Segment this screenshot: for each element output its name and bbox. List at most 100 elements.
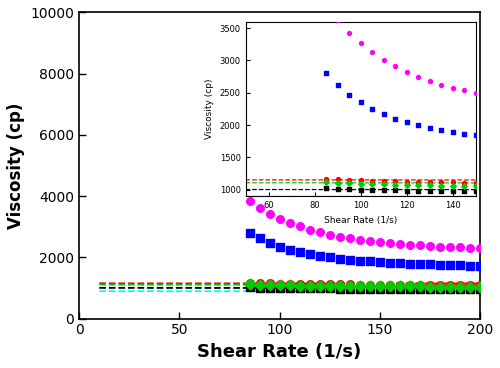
Point: [386, 283, 394, 289]
Point: [476, 263, 484, 269]
Point: [276, 244, 283, 250]
Point: [366, 286, 374, 291]
Point: [326, 282, 334, 287]
Point: [346, 235, 354, 241]
Point: [326, 255, 334, 261]
Point: [416, 282, 424, 288]
Point: [426, 284, 434, 290]
Point: [286, 285, 294, 291]
Point: [426, 243, 434, 249]
Point: [266, 282, 274, 288]
Point: [416, 284, 424, 290]
Y-axis label: Viscosity (cp): Viscosity (cp): [7, 102, 25, 229]
Point: [426, 286, 434, 292]
Point: [396, 260, 404, 266]
Point: [406, 282, 414, 288]
Point: [466, 282, 474, 288]
Point: [446, 244, 454, 250]
Point: [326, 231, 334, 237]
Point: [376, 239, 384, 245]
Point: [266, 280, 274, 286]
Point: [336, 286, 344, 291]
Point: [316, 283, 324, 289]
Point: [476, 286, 484, 292]
Point: [446, 286, 454, 292]
Point: [386, 286, 394, 292]
Point: [456, 262, 464, 268]
Point: [296, 285, 304, 291]
Point: [396, 286, 404, 292]
Point: [376, 283, 384, 289]
Point: [306, 251, 314, 257]
Point: [286, 220, 294, 226]
Point: [306, 283, 314, 289]
Point: [286, 282, 294, 288]
Point: [436, 262, 444, 268]
Point: [456, 284, 464, 290]
Point: [466, 263, 474, 269]
Point: [296, 223, 304, 229]
Point: [426, 262, 434, 268]
Point: [376, 259, 384, 265]
Point: [456, 244, 464, 250]
Point: [456, 286, 464, 292]
Point: [396, 282, 404, 288]
Point: [386, 240, 394, 246]
Point: [356, 237, 364, 243]
Point: [466, 284, 474, 290]
Point: [446, 262, 454, 268]
Point: [256, 205, 264, 211]
Point: [356, 282, 364, 287]
Point: [316, 253, 324, 259]
Point: [286, 247, 294, 253]
Point: [336, 234, 344, 240]
Point: [466, 286, 474, 292]
Point: [246, 198, 254, 204]
Point: [396, 241, 404, 247]
Point: [326, 286, 334, 291]
Point: [356, 283, 364, 289]
Point: [436, 244, 444, 250]
Point: [416, 286, 424, 292]
Point: [256, 282, 264, 288]
Point: [386, 282, 394, 288]
Point: [256, 236, 264, 241]
Point: [336, 282, 344, 287]
Point: [266, 210, 274, 216]
Point: [246, 284, 254, 290]
Point: [276, 281, 283, 287]
Point: [266, 240, 274, 246]
Point: [376, 282, 384, 288]
Point: [316, 281, 324, 287]
Point: [346, 283, 354, 289]
Point: [296, 281, 304, 287]
Point: [286, 281, 294, 287]
Point: [476, 245, 484, 251]
Point: [306, 281, 314, 287]
Point: [356, 258, 364, 263]
Point: [446, 284, 454, 290]
Point: [336, 283, 344, 289]
Point: [476, 284, 484, 290]
Point: [436, 286, 444, 292]
Point: [406, 286, 414, 292]
Point: [246, 282, 254, 287]
Point: [416, 243, 424, 248]
Point: [256, 280, 264, 286]
Point: [376, 286, 384, 292]
Point: [306, 227, 314, 233]
Point: [466, 245, 474, 251]
Point: [476, 282, 484, 288]
Point: [266, 285, 274, 291]
X-axis label: Shear Rate (1/s): Shear Rate (1/s): [198, 343, 362, 361]
Point: [316, 229, 324, 235]
Point: [276, 216, 283, 222]
Point: [346, 282, 354, 287]
Point: [356, 286, 364, 291]
Point: [446, 282, 454, 288]
Point: [416, 261, 424, 267]
Point: [246, 280, 254, 286]
Point: [386, 260, 394, 266]
Point: [326, 283, 334, 289]
Point: [366, 282, 374, 288]
